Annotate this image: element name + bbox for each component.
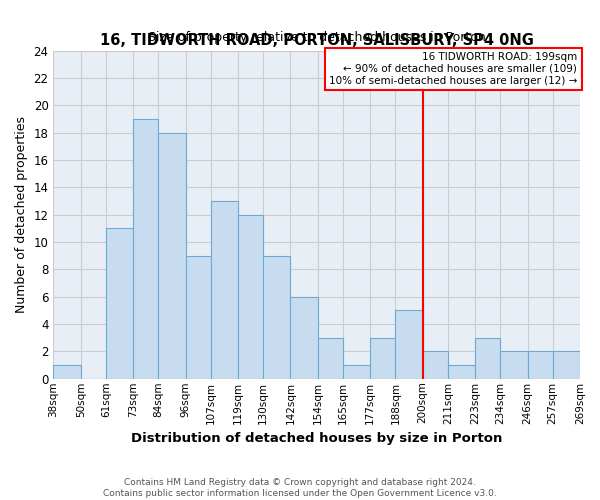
Bar [290,296,318,379]
Bar [553,352,580,379]
Bar [106,228,133,379]
Text: Contains HM Land Registry data © Crown copyright and database right 2024.
Contai: Contains HM Land Registry data © Crown c… [103,478,497,498]
Text: Size of property relative to detached houses in Porton: Size of property relative to detached ho… [148,31,485,44]
Bar [448,365,475,379]
Bar [475,338,500,379]
Bar [53,365,81,379]
Bar [423,352,448,379]
Bar [263,256,290,379]
X-axis label: Distribution of detached houses by size in Porton: Distribution of detached houses by size … [131,432,502,445]
Text: 16 TIDWORTH ROAD: 199sqm
← 90% of detached houses are smaller (109)
10% of semi-: 16 TIDWORTH ROAD: 199sqm ← 90% of detach… [329,52,577,86]
Bar [133,119,158,379]
Bar [343,365,370,379]
Bar [158,132,185,379]
Bar [211,201,238,379]
Bar [185,256,211,379]
Bar [238,214,263,379]
Bar [370,338,395,379]
Title: 16, TIDWORTH ROAD, PORTON, SALISBURY, SP4 0NG: 16, TIDWORTH ROAD, PORTON, SALISBURY, SP… [100,33,533,48]
Bar [395,310,423,379]
Y-axis label: Number of detached properties: Number of detached properties [15,116,28,313]
Bar [318,338,343,379]
Bar [527,352,553,379]
Bar [500,352,527,379]
